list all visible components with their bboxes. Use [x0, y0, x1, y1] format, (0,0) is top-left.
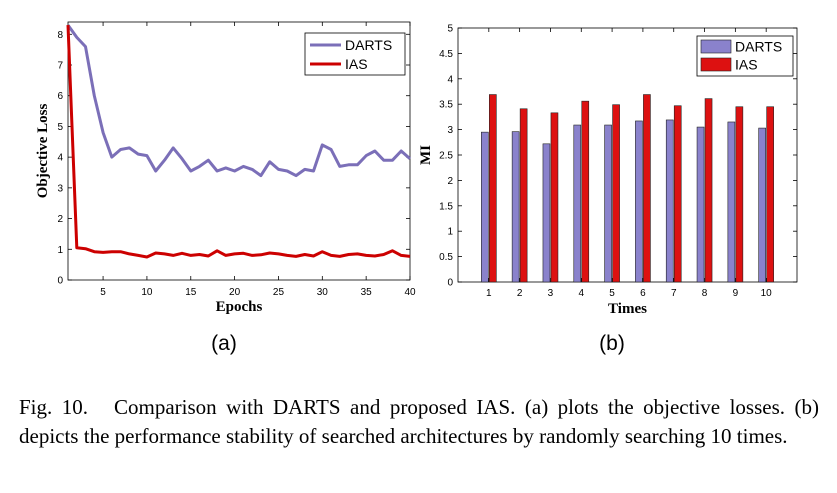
y-tick-label: 0	[447, 278, 453, 289]
bar-darts	[727, 121, 736, 283]
y-tick-label: 3	[447, 125, 453, 136]
x-axis-label: Epochs	[216, 299, 263, 315]
y-tick-label: 1.5	[439, 201, 453, 212]
caption-figure-number: Fig. 10.	[19, 395, 88, 419]
series-line-darts	[66, 24, 411, 178]
legend-b-swatch-ias	[700, 57, 732, 72]
bar-darts	[758, 127, 766, 283]
bar-ias	[766, 106, 774, 283]
x-tick-label: 2	[517, 288, 523, 299]
bar-ias	[704, 98, 713, 283]
y-axis-label: Objective Loss	[35, 104, 51, 199]
x-tick-label: 30	[317, 287, 329, 298]
bar-ias	[673, 105, 682, 283]
y-tick-label: 6	[57, 91, 63, 102]
bar-ias	[519, 108, 528, 283]
x-tick-label: 25	[273, 287, 285, 298]
x-tick-label: 7	[671, 288, 677, 299]
x-tick-label: 1	[486, 288, 492, 299]
y-tick-label: 2.5	[439, 151, 453, 162]
y-tick-label: 0.5	[439, 252, 453, 263]
bar-darts	[635, 120, 643, 283]
bar-ias	[612, 104, 620, 283]
x-tick-label: 6	[640, 288, 646, 299]
y-tick-label: 3.5	[439, 100, 453, 111]
y-tick-label: 1	[57, 245, 63, 256]
y-tick-label: 1	[447, 227, 453, 238]
series-line-ias	[66, 25, 411, 259]
y-tick-label: 2	[447, 176, 453, 187]
x-tick-label: 8	[702, 288, 708, 299]
legend-a-label-darts: DARTS	[345, 37, 392, 53]
x-tick-label: 4	[578, 288, 584, 299]
bar-darts	[573, 124, 582, 283]
x-tick-label: 35	[361, 287, 373, 298]
x-tick-label: 9	[733, 288, 739, 299]
bar-ias	[489, 94, 497, 283]
y-tick-label: 5	[57, 122, 63, 133]
y-tick-label: 4	[57, 153, 63, 164]
bar-ias	[735, 106, 744, 283]
bar-darts	[511, 131, 520, 283]
x-tick-label: 20	[229, 287, 241, 298]
x-tick-label: 10	[761, 288, 773, 299]
y-tick-label: 0	[57, 276, 63, 287]
chart-a: 0 1 2 3 4 5 6 7 8 5 10 15 20 25 30 35 40 Epochs Objective …	[35, 21, 416, 355]
y-tick-label: 2	[57, 214, 63, 225]
y-tick-label: 7	[57, 61, 63, 72]
bar-ias	[581, 100, 590, 283]
y-axis-label: MI	[418, 145, 434, 165]
x-tick-label: 40	[404, 287, 416, 298]
y-tick-label: 8	[57, 30, 63, 41]
bar-darts	[696, 126, 705, 283]
bar-ias	[550, 112, 559, 283]
bar-darts	[665, 119, 674, 283]
legend-b-label-ias: IAS	[735, 57, 758, 73]
legend-a-box	[304, 32, 406, 76]
panel-label-b: (b)	[599, 332, 625, 355]
x-axis-label: Times	[608, 301, 647, 317]
bar-darts	[481, 131, 489, 283]
x-tick-label: 5	[609, 288, 615, 299]
x-tick-label: 15	[185, 287, 197, 298]
bar-ias	[643, 94, 651, 283]
y-tick-label: 5	[447, 24, 453, 35]
y-tick-label: 3	[57, 183, 63, 194]
x-tick-label: 10	[141, 287, 153, 298]
x-tick-label: 5	[100, 287, 106, 298]
bar-darts	[542, 143, 551, 283]
x-tick-label: 3	[548, 288, 554, 299]
caption-text: Comparison with DARTS and proposed IAS. …	[19, 395, 819, 448]
panel-label-a: (a)	[211, 332, 237, 355]
figure-caption: Fig. 10. Comparison with DARTS and propos…	[19, 393, 819, 451]
plot-frame-a	[67, 21, 411, 281]
bar-darts	[604, 124, 612, 283]
legend-a-label-ias: IAS	[345, 56, 368, 72]
legend-b-swatch-darts	[700, 39, 732, 54]
y-tick-label: 4.5	[439, 49, 453, 60]
chart-b: 0 0.5 1 1.5 2 2.5 3 3.5 4 4.5 5 1 2 3 4 5 6 7 8 9 10 Times MI D…	[418, 24, 798, 355]
legend-b-label-darts: DARTS	[735, 39, 782, 55]
y-tick-label: 4	[447, 74, 453, 85]
